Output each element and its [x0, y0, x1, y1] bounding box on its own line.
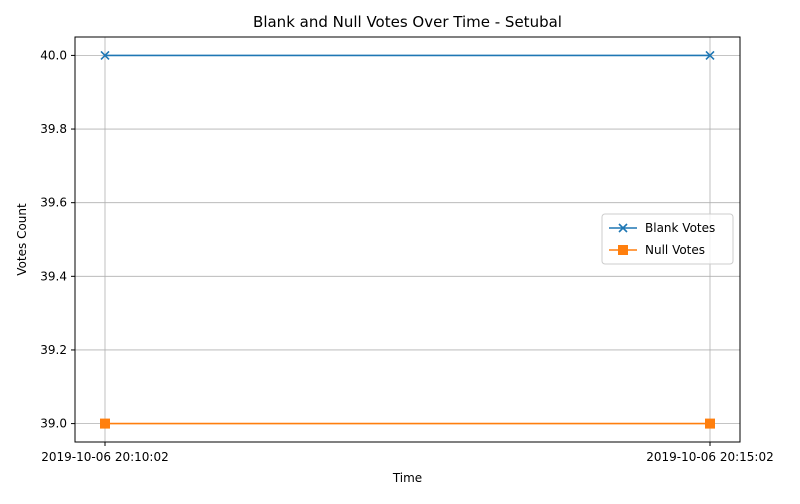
y-tick-label: 39.4 [40, 269, 67, 283]
y-tick-label: 39.0 [40, 417, 67, 431]
y-tick-label: 39.6 [40, 196, 67, 210]
data-point-null-votes [706, 419, 715, 428]
y-tick-label: 39.2 [40, 343, 67, 357]
x-axis-label: Time [392, 471, 422, 485]
x-tick-label: 2019-10-06 20:15:02 [646, 450, 773, 464]
data-point-null-votes [101, 419, 110, 428]
legend-label-null-votes: Null Votes [645, 243, 705, 257]
x-tick-label: 2019-10-06 20:10:02 [41, 450, 168, 464]
y-tick-label: 40.0 [40, 48, 67, 62]
y-tick-label: 39.8 [40, 122, 67, 136]
y-axis-label: Votes Count [15, 203, 29, 276]
legend: Blank Votes Null Votes [602, 214, 733, 264]
legend-marker-null-votes [619, 246, 628, 255]
chart-title: Blank and Null Votes Over Time - Setubal [253, 13, 562, 31]
legend-label-blank-votes: Blank Votes [645, 221, 715, 235]
